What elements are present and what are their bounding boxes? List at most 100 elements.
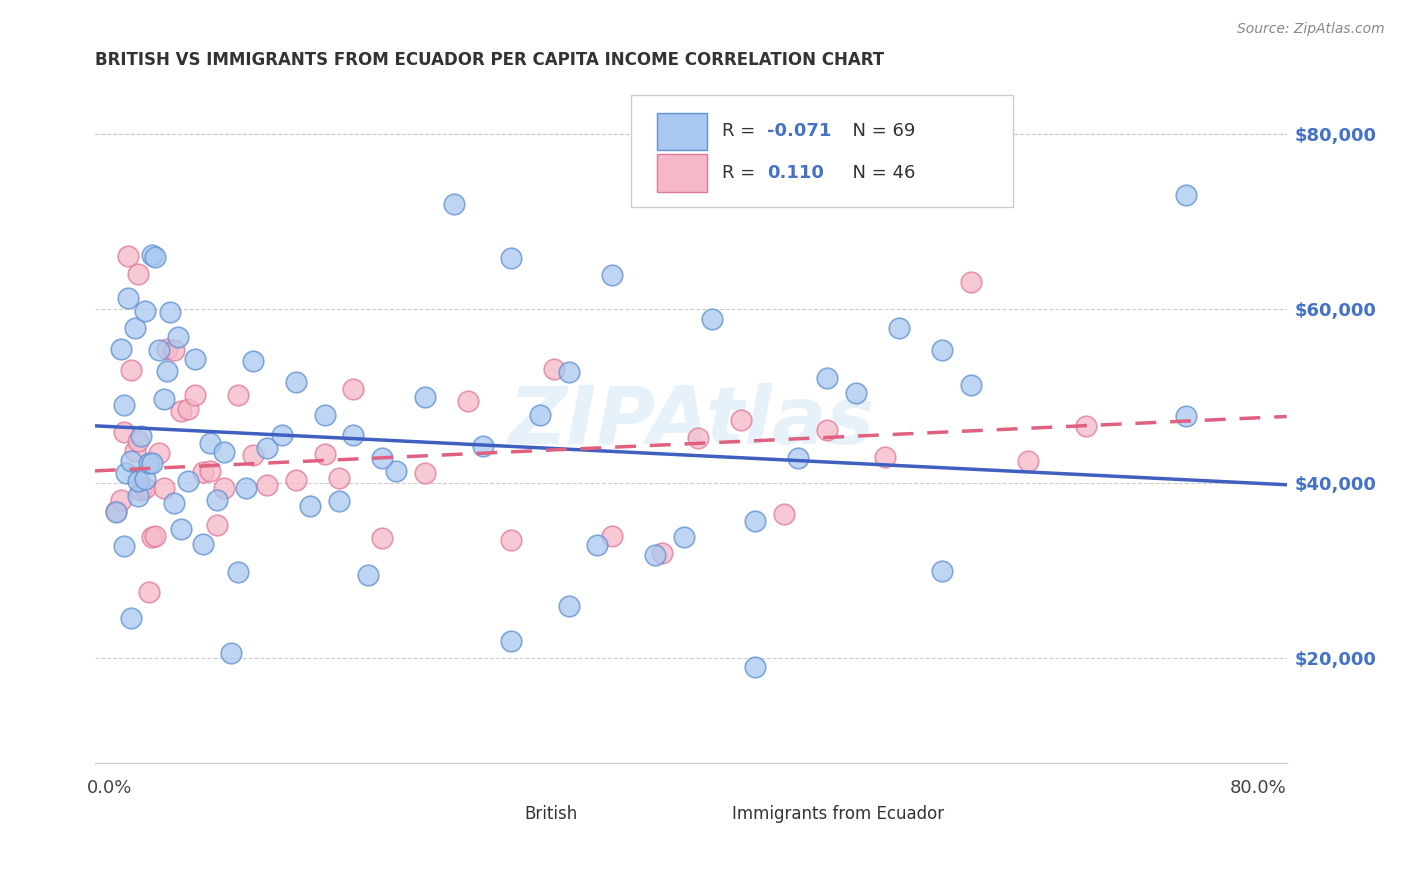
Point [148, 343, 170, 357]
Point [112, 398, 135, 412]
Point [184, 388, 207, 402]
Point [127, 475, 149, 489]
Point [1175, 409, 1198, 424]
Point [787, 451, 810, 466]
Point [212, 482, 235, 496]
Point [256, 441, 278, 455]
Text: Immigrants from Ecuador: Immigrants from Ecuador [733, 805, 945, 823]
Point [127, 267, 149, 281]
Point [744, 660, 766, 674]
Point [356, 568, 378, 582]
Point [141, 248, 163, 262]
Point [586, 538, 609, 552]
Point [127, 489, 149, 503]
Point [730, 412, 752, 426]
Point [1074, 419, 1097, 434]
Text: -0.071: -0.071 [768, 122, 831, 140]
Text: N = 46: N = 46 [841, 164, 915, 182]
Point [198, 464, 221, 478]
Point [228, 566, 250, 580]
Point [371, 451, 394, 466]
Point [702, 312, 724, 326]
Point [138, 457, 160, 471]
Point [328, 470, 350, 484]
Point [170, 522, 193, 536]
Point [845, 386, 868, 401]
Point [228, 387, 250, 401]
Point [501, 252, 523, 266]
Point [141, 456, 163, 470]
Point [529, 409, 551, 423]
Point [931, 343, 953, 357]
Point [501, 533, 523, 547]
Point [773, 507, 796, 521]
Point [314, 408, 336, 422]
Point [205, 492, 228, 507]
FancyBboxPatch shape [679, 802, 724, 828]
Point [127, 434, 149, 449]
Point [129, 483, 152, 497]
Point [443, 196, 465, 211]
Point [184, 352, 207, 367]
Text: R =: R = [721, 122, 761, 140]
Point [110, 342, 132, 356]
Point [600, 268, 623, 283]
Point [1175, 188, 1198, 202]
Point [117, 291, 139, 305]
FancyBboxPatch shape [631, 95, 1012, 208]
Point [413, 390, 436, 404]
Point [543, 362, 565, 376]
Point [328, 494, 350, 508]
Point [143, 250, 166, 264]
Point [212, 445, 235, 459]
Point [134, 304, 156, 318]
Point [644, 549, 666, 563]
Point [887, 320, 910, 334]
Point [120, 362, 142, 376]
Point [501, 633, 523, 648]
Point [105, 504, 128, 518]
Point [1017, 454, 1039, 468]
FancyBboxPatch shape [658, 112, 707, 150]
Point [371, 531, 394, 545]
Point [134, 481, 156, 495]
Point [219, 646, 242, 660]
Point [457, 393, 479, 408]
Point [167, 330, 190, 344]
Point [651, 546, 673, 560]
Point [156, 364, 179, 378]
Point [152, 481, 174, 495]
Point [148, 446, 170, 460]
Point [124, 321, 146, 335]
Point [931, 564, 953, 578]
Point [134, 471, 156, 485]
Point [815, 371, 838, 385]
Point [191, 536, 214, 550]
Point [198, 435, 221, 450]
Point [385, 465, 408, 479]
Point [117, 249, 139, 263]
Point [163, 343, 186, 357]
Point [112, 425, 135, 439]
Point [815, 423, 838, 437]
Point [156, 342, 179, 356]
Point [170, 403, 193, 417]
Point [152, 392, 174, 406]
Point [177, 474, 200, 488]
Point [557, 365, 579, 379]
Point [672, 530, 695, 544]
Point [120, 611, 142, 625]
Point [191, 466, 214, 480]
Text: BRITISH VS IMMIGRANTS FROM ECUADOR PER CAPITA INCOME CORRELATION CHART: BRITISH VS IMMIGRANTS FROM ECUADOR PER C… [94, 51, 884, 69]
Point [242, 448, 264, 462]
Point [177, 402, 200, 417]
Point [686, 431, 709, 445]
Point [163, 496, 186, 510]
Point [112, 539, 135, 553]
Point [105, 505, 128, 519]
Text: ZIPAtlas: ZIPAtlas [508, 384, 875, 461]
Point [600, 529, 623, 543]
Point [205, 517, 228, 532]
Point [235, 481, 257, 495]
Point [342, 428, 364, 442]
